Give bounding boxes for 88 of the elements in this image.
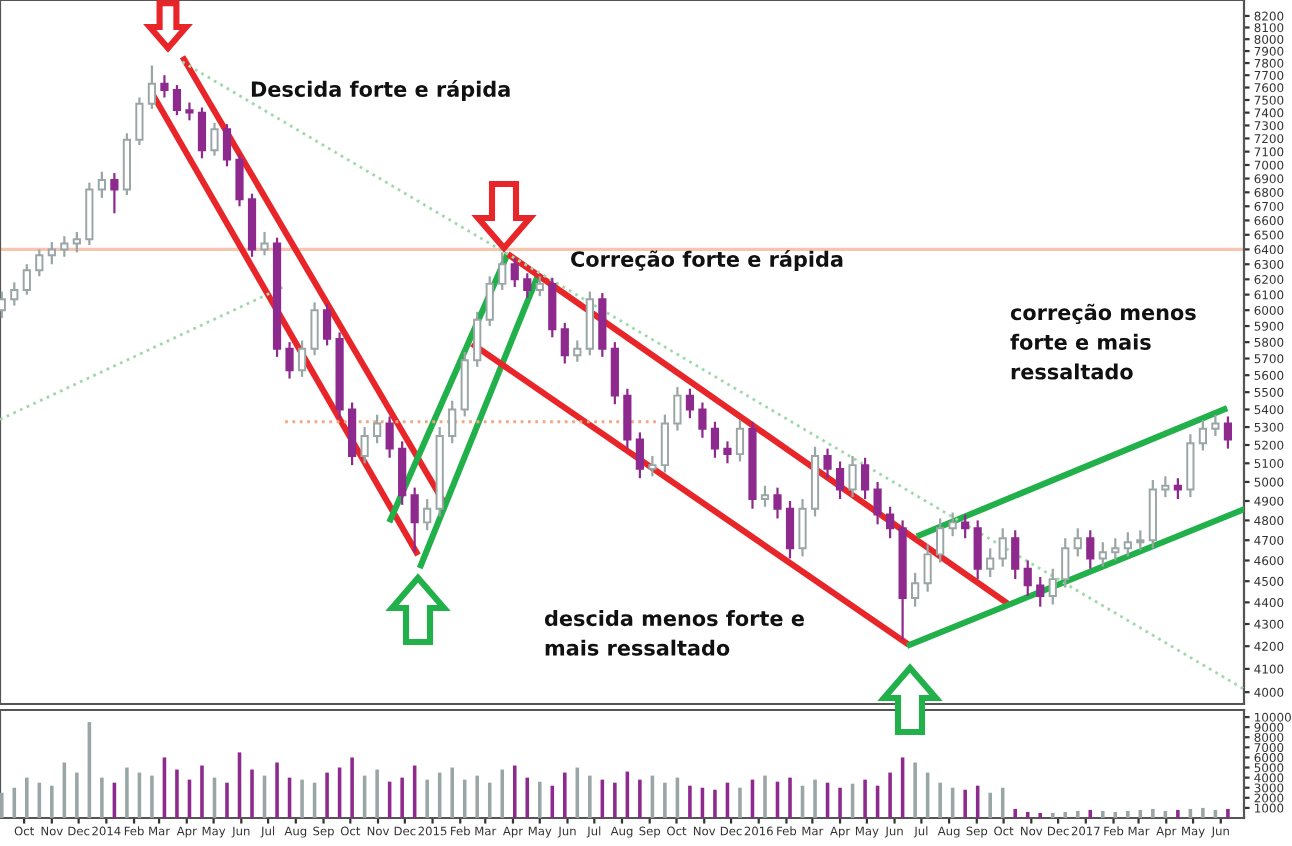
candlestick: [10, 281, 19, 307]
candlestick: [548, 276, 557, 339]
annotation: Correção forte e rápida: [571, 250, 843, 271]
candlestick: [1186, 433, 1195, 499]
candlestick: [310, 301, 319, 357]
candlestick: [610, 341, 619, 406]
candlestick: [135, 96, 144, 147]
candlestick: [560, 321, 569, 365]
candlestick: [185, 101, 194, 122]
candlestick: [398, 440, 407, 506]
candlestick: [1061, 537, 1070, 589]
candlestick: [285, 341, 294, 380]
candlestick: [1023, 559, 1032, 598]
candlestick: [235, 153, 244, 208]
annotation: correção menos forte e mais ressaltado: [1010, 303, 1196, 380]
candlestick: [1048, 567, 1057, 606]
candlestick: [685, 387, 695, 420]
candlestick: [172, 83, 182, 117]
candlestick: [911, 571, 920, 608]
candlestick: [673, 385, 682, 432]
candlestick: [698, 401, 707, 439]
candlestick: [297, 339, 307, 378]
candlestick: [1161, 475, 1170, 499]
candlestick: [1073, 527, 1082, 558]
candlestick: [623, 387, 632, 450]
candlestick: [360, 425, 369, 465]
candlestick: [936, 517, 945, 564]
candlestick: [348, 401, 357, 467]
annotation: Descida forte e rápida: [251, 80, 510, 101]
candlestick: [1036, 575, 1045, 608]
candlestick: [373, 413, 382, 445]
candlestick: [635, 431, 644, 480]
candlestick: [998, 527, 1007, 568]
candlestick: [798, 497, 807, 558]
candlestick: [660, 413, 669, 474]
candlestick: [648, 454, 657, 478]
candlestick: [873, 480, 882, 526]
candlestick: [710, 420, 720, 459]
candlestick: [35, 248, 44, 278]
annotation: descida menos forte e mais ressaltado: [544, 610, 804, 656]
candlestick: [1198, 418, 1207, 452]
candlestick: [723, 440, 732, 465]
candlestick: [961, 513, 970, 540]
candlestick: [773, 486, 782, 520]
candlestick: [97, 170, 106, 199]
candlestick: [473, 310, 482, 368]
candlestick: [973, 519, 982, 581]
candlestick: [1136, 529, 1145, 552]
candlestick: [260, 230, 269, 257]
candlestick: [1123, 531, 1132, 558]
candlestick: [860, 456, 870, 501]
candlestick: [835, 460, 845, 501]
candlestick: [1173, 477, 1182, 501]
candlestick: [47, 240, 56, 266]
candlestick: [1111, 537, 1120, 562]
candlestick: [823, 447, 832, 480]
candlestick: [923, 543, 932, 593]
candlestick: [110, 171, 119, 215]
candlestick: [210, 121, 219, 157]
candlestick: [886, 505, 895, 540]
candlestick: [60, 235, 69, 258]
candlestick: [1098, 541, 1107, 568]
candlestick: [510, 257, 519, 289]
candlestick: [410, 486, 419, 554]
candlestick: [785, 499, 795, 560]
candlestick: [1086, 529, 1095, 570]
candlestick: [1223, 415, 1233, 450]
candlestick: [385, 415, 394, 459]
candlestick: [160, 74, 169, 99]
candlestick: [72, 230, 81, 254]
candlestick: [1011, 529, 1020, 581]
candlestick: [222, 123, 232, 168]
candlestick: [986, 547, 995, 579]
candlestick: [1211, 413, 1220, 438]
candlestick: [423, 497, 432, 532]
candlestick: [760, 484, 770, 508]
candlestick: [573, 339, 582, 363]
candlestick: [485, 275, 494, 328]
candlestick: [322, 302, 332, 347]
candlestick: [22, 263, 31, 296]
candlestick: [197, 106, 207, 160]
candlestick: [735, 418, 745, 463]
candlestick: [147, 64, 157, 110]
candlestick: [535, 275, 544, 298]
candlestick: [523, 272, 532, 299]
candlestick: [948, 511, 957, 538]
candlestick: [448, 399, 457, 445]
candlestick: [848, 454, 857, 499]
